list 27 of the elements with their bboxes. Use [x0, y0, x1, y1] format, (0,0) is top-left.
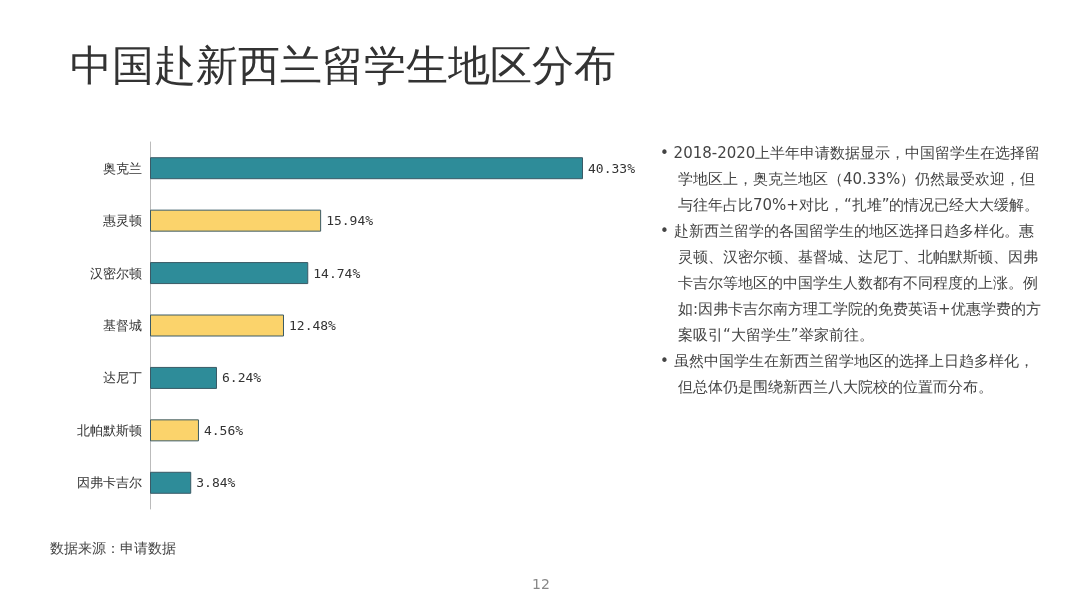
data-label: 6.24%	[222, 370, 262, 386]
text: 12	[532, 576, 550, 592]
text: • 2018-2020上半年申请数据显示，中国留学生在选择留学地区上，奥克兰地区（40.33%）仍然最受欢迎，但与往年占比70%+对比，“扎堆”的情况已经大大缓解。	[660, 143, 1042, 216]
y-tick-label: 达尼丁	[103, 370, 142, 386]
y-tick-label: 基督城	[103, 318, 142, 333]
y-tick-label: 汉密尔顿	[90, 265, 142, 281]
chart-title: 中国赴新西兰留学生地区分布	[70, 40, 616, 92]
data-label: 12.48%	[288, 318, 337, 333]
bar	[150, 314, 284, 337]
bar	[150, 209, 322, 232]
y-tick-label: 奥克兰	[103, 160, 142, 176]
bar	[150, 157, 583, 180]
bar	[150, 419, 199, 442]
data-label: 4.56%	[203, 422, 244, 438]
bar	[150, 262, 309, 285]
y-tick-label: 因弗卡吉尔	[77, 475, 142, 491]
y-tick-label: 惠灵顿	[102, 213, 142, 229]
text: • 赴新西兰留学的各国留学生的地区选择日趋多样化。惠灵顿、汉密尔顿、基督城、达尼丁、北帕默斯顿、因弗卡吉尔等地区的中国学生人数都有不同程度的上涨。例如:因弗卡吉尔南方理工学院的免费英语+优惠学费的方案吸引“大留学生”举家前往。	[660, 221, 1042, 346]
bar	[150, 471, 192, 494]
text: • 虽然中国学生在新西兰留学地区的选择上日趋多样化，但总体仍是围绕新西兰八大院校的位置而分布。	[660, 351, 1035, 398]
data-label: 14.74%	[313, 265, 361, 281]
source-note: 数据来源：申请数据	[50, 540, 176, 558]
y-tick-label: 北帕默斯顿	[77, 422, 142, 438]
data-label: 3.84%	[196, 475, 236, 491]
data-label: 40.33%	[588, 160, 636, 176]
bar	[150, 366, 217, 389]
data-label: 15.94%	[326, 213, 374, 229]
